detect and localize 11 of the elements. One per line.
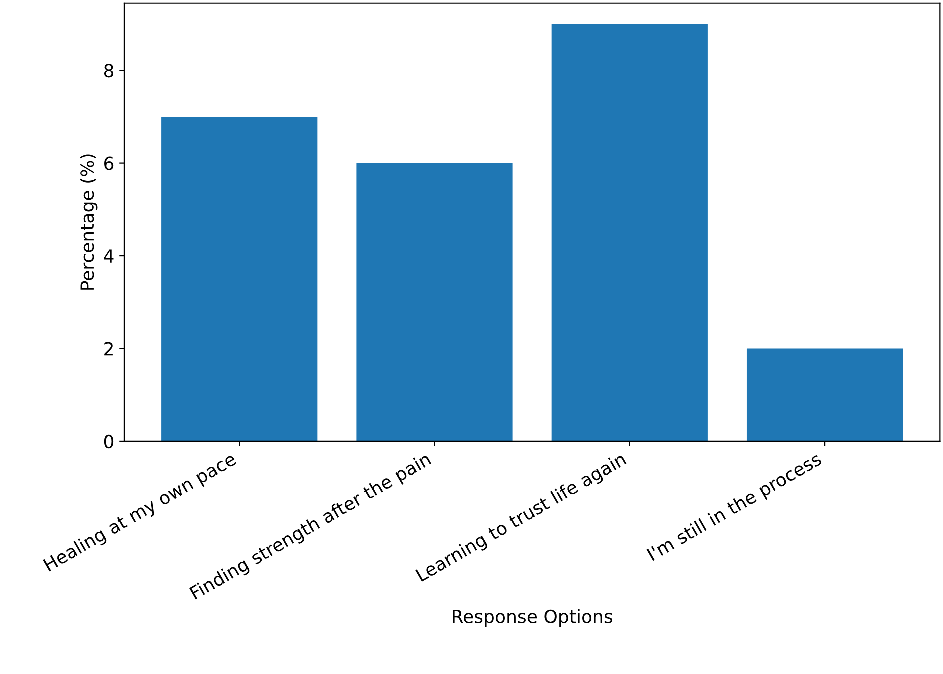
bar [162,116,318,442]
x-axis-title: Response Options [453,610,612,627]
y-tick-label: 6 [104,156,114,170]
y-tick-label: 4 [104,250,114,263]
y-tick-label: 0 [104,434,114,449]
bar [356,163,513,442]
y-axis-title: Percentage (%) [80,154,98,290]
bar [746,348,904,442]
y-tick-label: 2 [104,342,113,356]
bar [552,24,708,442]
y-tick-label: 8 [104,64,114,78]
